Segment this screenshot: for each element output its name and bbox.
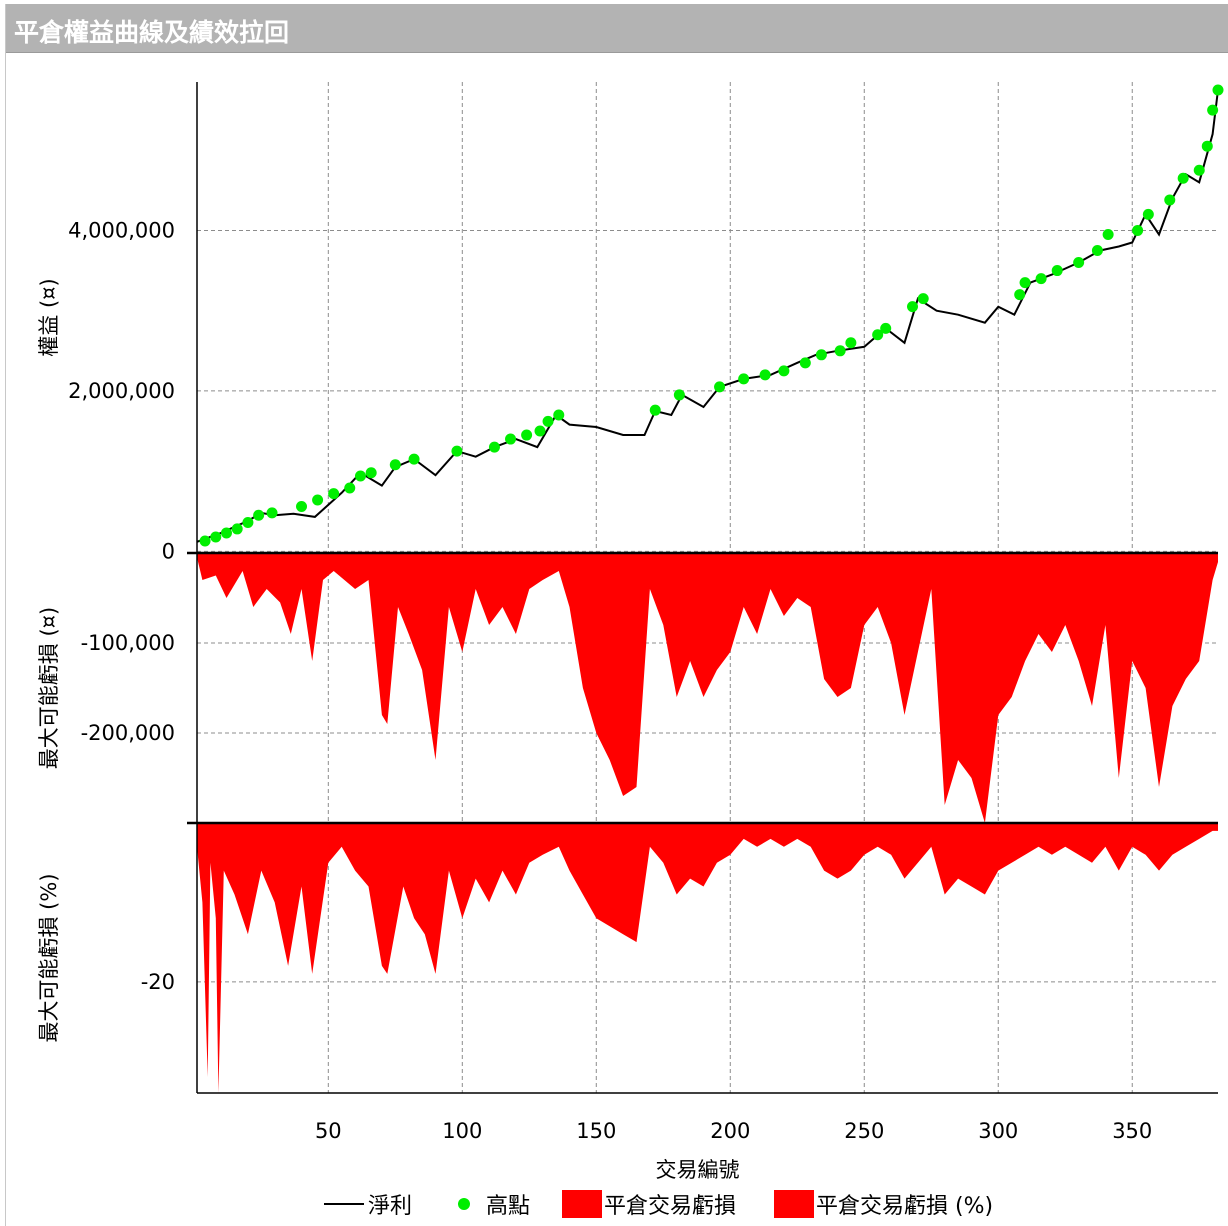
legend-label: 平倉交易虧損 (%): [816, 1194, 994, 1219]
high-point: [1207, 104, 1219, 116]
high-point: [1212, 84, 1224, 96]
high-point: [344, 482, 356, 494]
y-axis-label: 最大可能虧損 (¤): [37, 607, 61, 769]
high-point: [778, 365, 790, 377]
high-point: [242, 517, 254, 529]
y-axis-label: 最大可能虧損 (%): [37, 873, 61, 1042]
legend-swatch: [458, 1198, 470, 1210]
high-point: [553, 409, 565, 421]
y-tick-label: -200,000: [81, 721, 175, 745]
drawdown-area: [197, 553, 1218, 823]
y-axis-label: 權益 (¤): [37, 278, 61, 356]
legend-item: 高點: [452, 1186, 530, 1222]
high-point: [505, 433, 517, 445]
high-point: [1102, 228, 1114, 240]
high-point: [880, 322, 892, 334]
high-point: [1091, 245, 1103, 257]
high-point: [845, 337, 857, 349]
high-point: [231, 523, 243, 535]
drawdown-area: [197, 823, 1218, 1093]
y-tick-label: 2,000,000: [68, 379, 175, 403]
title-bar: 平倉權益曲線及績效拉回: [6, 4, 1228, 53]
legend-label: 淨利: [368, 1194, 413, 1219]
legend-label: 高點: [486, 1194, 531, 1219]
y-tick-label: -20: [141, 970, 175, 994]
legend-swatch: [562, 1190, 602, 1218]
legend-item: 平倉交易虧損 (%): [774, 1186, 993, 1222]
chart-title: 平倉權益曲線及績效拉回: [14, 18, 290, 47]
high-point: [1019, 277, 1031, 289]
high-point: [872, 329, 884, 341]
high-point: [389, 459, 401, 471]
high-point: [210, 531, 222, 543]
high-point: [451, 445, 463, 457]
high-point: [408, 453, 420, 465]
x-tick-label: 300: [978, 1119, 1018, 1143]
legend-swatch: [324, 1203, 364, 1205]
x-tick-label: 50: [315, 1119, 342, 1143]
high-point: [488, 441, 500, 453]
high-point: [220, 527, 232, 539]
high-point: [365, 467, 377, 479]
high-point: [907, 301, 919, 313]
y-tick-label: 4,000,000: [68, 218, 175, 242]
high-point: [199, 535, 211, 547]
high-point: [1142, 208, 1154, 220]
x-tick-label: 100: [442, 1119, 482, 1143]
high-point: [1035, 273, 1047, 285]
high-point: [521, 429, 533, 441]
y-tick-label: 0: [162, 539, 175, 563]
high-point: [1193, 164, 1205, 176]
high-point: [815, 349, 827, 361]
x-tick-label: 350: [1112, 1119, 1152, 1143]
high-point: [542, 415, 554, 427]
high-point: [714, 381, 726, 393]
legend-item: 平倉交易虧損: [562, 1186, 736, 1222]
x-axis-label: 交易編號: [656, 1158, 740, 1182]
high-point: [799, 357, 811, 369]
y-tick-label: -100,000: [81, 631, 175, 655]
legend: 淨利 高點 平倉交易虧損 平倉交易虧損 (%): [0, 1186, 1228, 1222]
high-point: [759, 369, 771, 381]
high-point: [917, 293, 929, 305]
high-point: [673, 389, 685, 401]
high-point: [1177, 172, 1189, 184]
x-tick-label: 250: [844, 1119, 884, 1143]
x-tick-label: 200: [710, 1119, 750, 1143]
high-point: [1132, 224, 1144, 236]
x-tick-label: 150: [576, 1119, 616, 1143]
high-point: [738, 373, 750, 385]
high-point: [354, 470, 366, 482]
high-point: [1201, 140, 1213, 152]
high-point: [1051, 265, 1063, 277]
high-point: [266, 507, 278, 519]
high-point: [534, 425, 546, 437]
high-point: [1014, 289, 1026, 301]
window-left-border: [5, 4, 6, 1226]
legend-swatch: [774, 1190, 814, 1218]
equity-line: [196, 89, 1219, 543]
high-point: [1073, 257, 1085, 269]
legend-item: 淨利: [324, 1186, 412, 1222]
high-point: [312, 494, 324, 506]
high-point: [1164, 194, 1176, 206]
high-point: [834, 345, 846, 357]
high-point: [328, 488, 340, 500]
legend-label: 平倉交易虧損: [604, 1194, 737, 1219]
high-point: [253, 509, 265, 521]
high-point: [296, 500, 308, 512]
high-point: [649, 404, 661, 416]
